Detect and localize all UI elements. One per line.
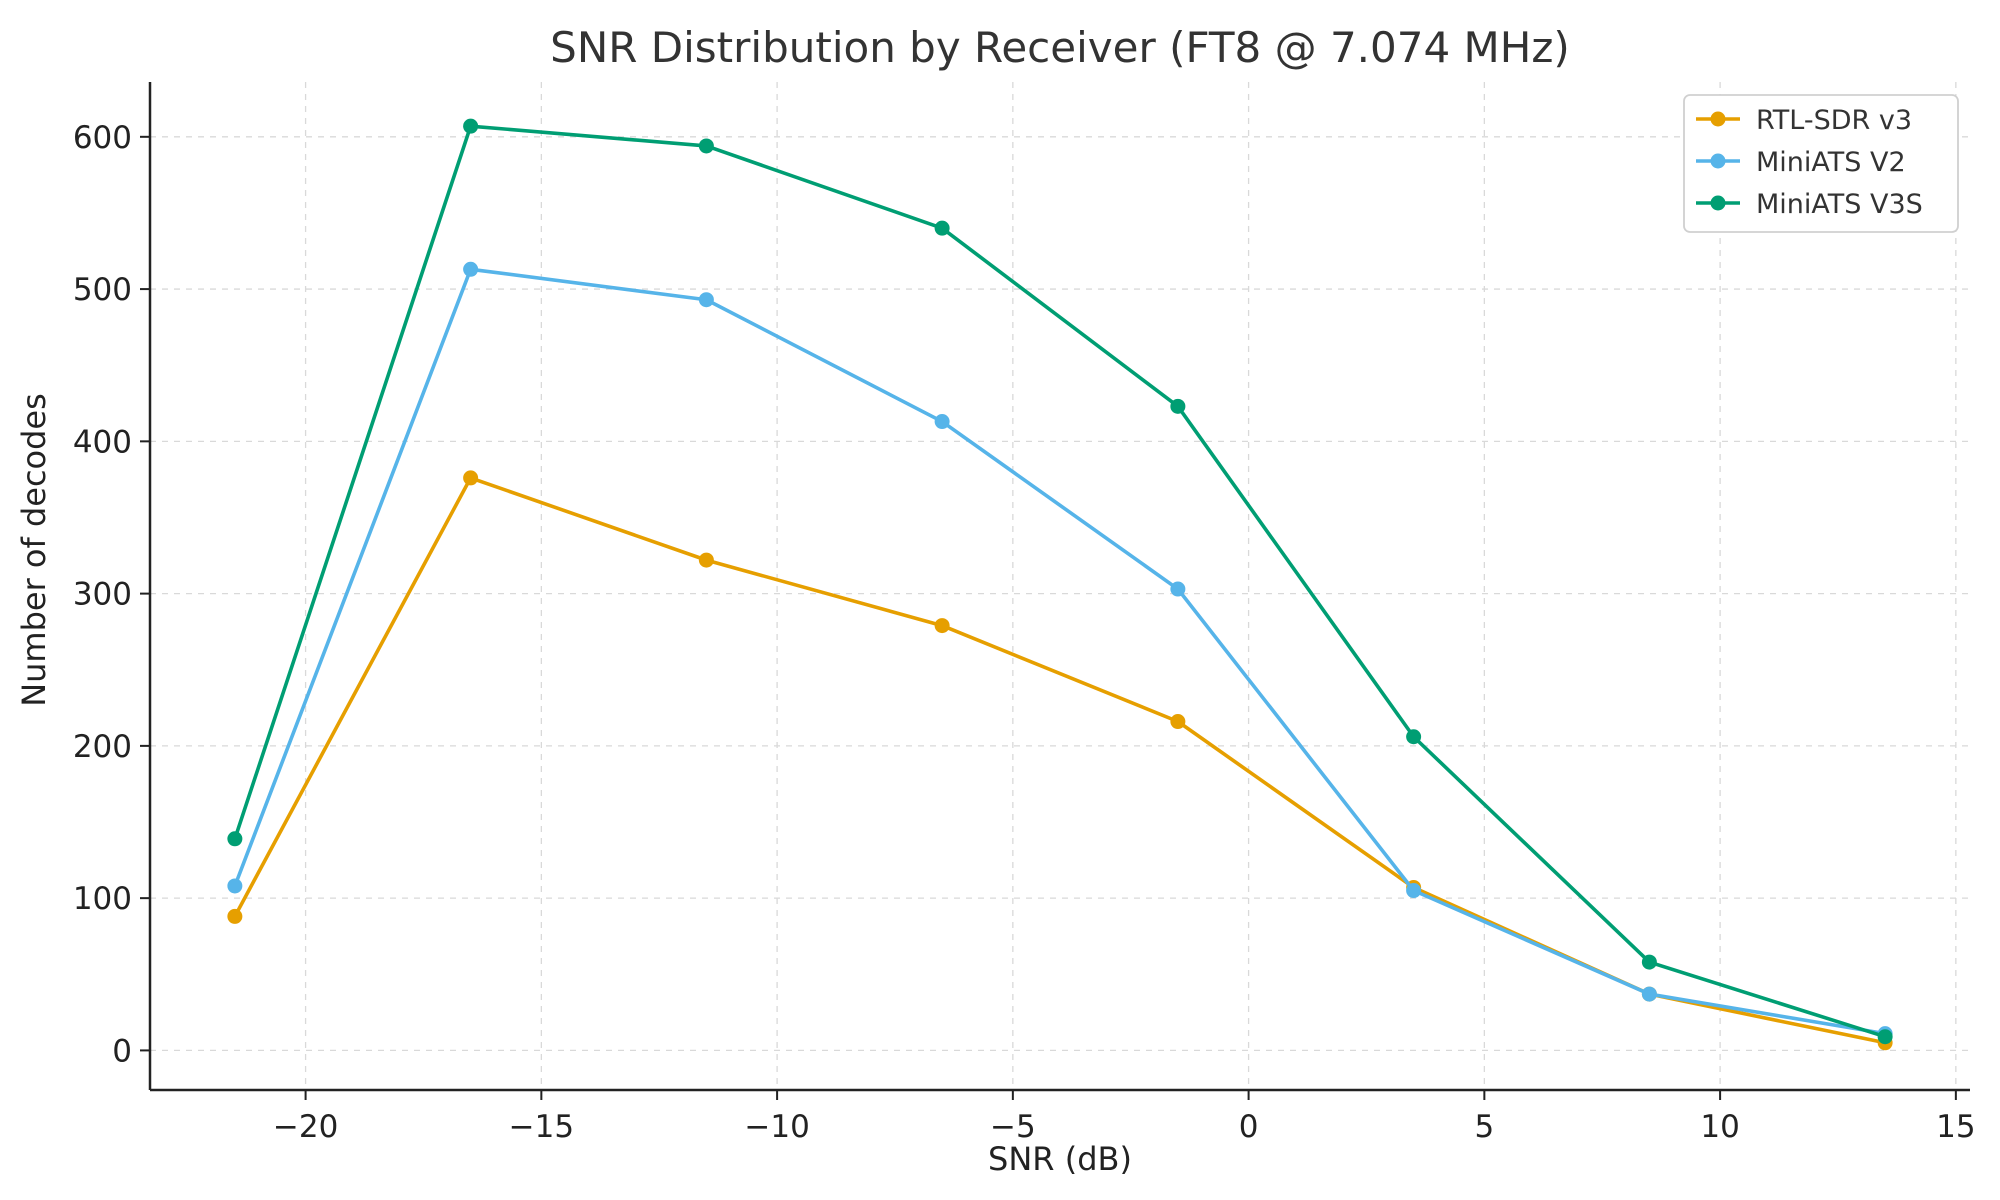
legend-marker <box>1710 195 1726 211</box>
series-line <box>233 267 1887 1036</box>
legend: RTL-SDR v3 MiniATS V2 MiniATS V3S <box>1683 94 1959 233</box>
data-point <box>1170 398 1186 414</box>
x-tick-label: 5 <box>1474 1109 1494 1145</box>
data-point <box>463 118 479 134</box>
x-tick-label: 15 <box>1936 1109 1975 1145</box>
data-point <box>1641 986 1657 1002</box>
y-tick-label: 400 <box>73 424 132 460</box>
y-axis-label: Number of decodes <box>15 393 53 707</box>
legend-box <box>1683 94 1959 233</box>
data-point <box>1406 729 1422 745</box>
data-point <box>934 414 950 430</box>
legend-label: MiniATS V2 <box>1756 147 1906 178</box>
legend-marker <box>1710 111 1726 127</box>
x-tick-label: 10 <box>1700 1109 1739 1145</box>
legend-item: MiniATS V3S <box>1696 189 1923 220</box>
data-point <box>698 292 714 308</box>
grid-layer <box>150 82 1970 1090</box>
y-tick-label: 100 <box>73 881 132 917</box>
data-point <box>1170 714 1186 730</box>
y-tick-label: 300 <box>73 577 132 613</box>
series-miniats-v3s <box>227 118 1893 1045</box>
x-tick-label: −5 <box>990 1109 1036 1145</box>
legend-label: RTL-SDR v3 <box>1756 105 1912 136</box>
data-point <box>698 552 714 568</box>
data-point <box>227 878 243 894</box>
data-point <box>227 831 243 847</box>
x-tick-label: −10 <box>744 1109 809 1145</box>
data-point <box>463 261 479 277</box>
y-tick-label: 200 <box>73 729 132 765</box>
data-point <box>1170 581 1186 597</box>
series-layer <box>227 118 1893 1051</box>
axis-layer: −20 −15 −10 −5 0 5 10 15 0 100 200 300 400 500 600 <box>73 82 1976 1145</box>
chart-title: SNR Distribution by Receiver (FT8 @ 7.07… <box>550 23 1570 72</box>
data-point <box>1406 883 1422 899</box>
data-point <box>1641 954 1657 970</box>
x-tick-label: 0 <box>1239 1109 1259 1145</box>
y-tick-label: 500 <box>73 272 132 308</box>
legend-item: RTL-SDR v3 <box>1696 105 1912 136</box>
series-line <box>233 124 1887 1039</box>
x-tick-label: −15 <box>509 1109 574 1145</box>
data-point <box>463 470 479 486</box>
x-tick-label: −20 <box>273 1109 338 1145</box>
data-point <box>1877 1029 1893 1045</box>
data-point <box>934 618 950 634</box>
data-point <box>227 908 243 924</box>
data-point <box>934 220 950 236</box>
y-tick-label: 0 <box>112 1033 132 1069</box>
legend-marker <box>1710 153 1726 169</box>
data-point <box>698 138 714 154</box>
y-tick-label: 600 <box>73 120 132 156</box>
legend-label: MiniATS V3S <box>1756 189 1923 220</box>
series-miniats-v2 <box>227 261 1893 1042</box>
legend-item: MiniATS V2 <box>1696 147 1906 178</box>
x-axis-label: SNR (dB) <box>988 1140 1132 1178</box>
